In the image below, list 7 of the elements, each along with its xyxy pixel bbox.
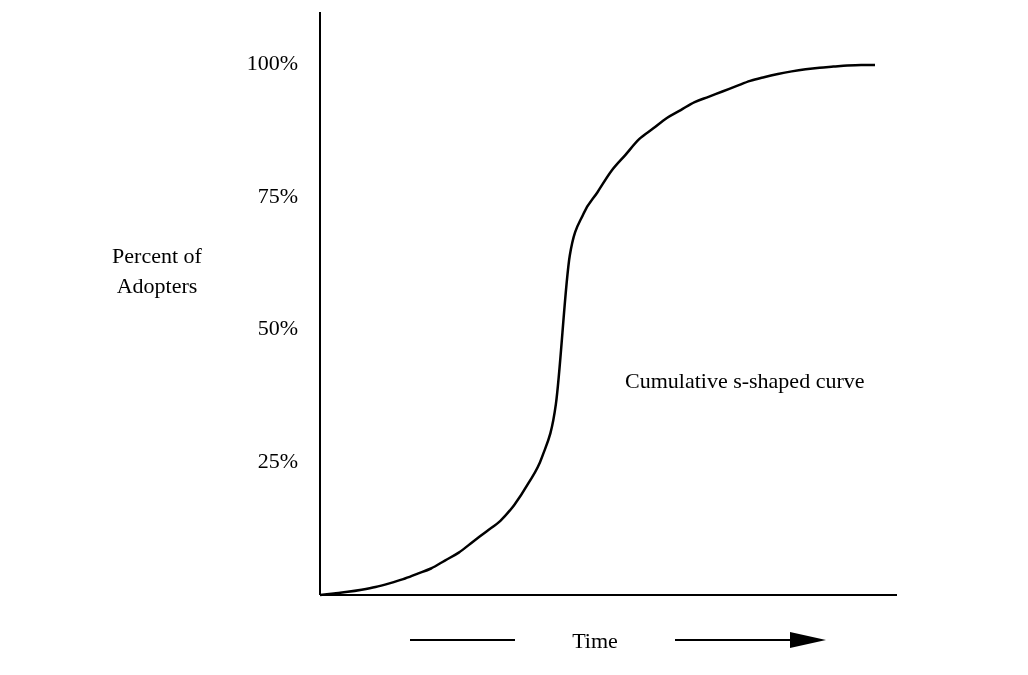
y-tick-label: 75% (257, 182, 298, 208)
y-axis-title: Percent of Adopters (112, 243, 203, 298)
y-tick-label: 25% (257, 447, 298, 473)
y-tick-label: 100% (246, 50, 298, 76)
x-axis-title: Time (572, 628, 618, 653)
y-tick-label: 50% (257, 315, 298, 341)
annotation: Cumulative s-shaped curve (625, 368, 865, 393)
